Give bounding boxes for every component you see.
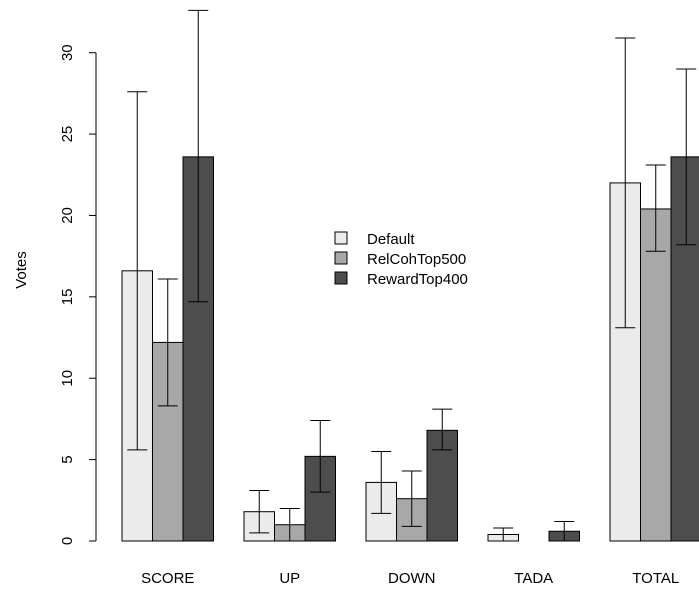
y-axis: 0 5 10 15 20 25 30	[59, 44, 97, 545]
category-label-tada: TADA	[514, 570, 553, 587]
y-tick-label: 15	[59, 289, 76, 306]
category-label-down: DOWN	[388, 570, 436, 587]
legend-swatch-relcohtop500	[334, 251, 348, 265]
y-ticks: 0 5 10 15 20 25 30	[59, 44, 96, 545]
y-axis-title: Votes	[13, 251, 30, 289]
legend: Default RelCohTop500 RewardTop400	[334, 231, 468, 288]
bar-total-rewardtop400	[670, 156, 699, 542]
y-tick-label: 0	[59, 537, 76, 545]
y-tick-label: 5	[59, 455, 76, 463]
y-tick-label: 30	[59, 44, 76, 61]
legend-swatch-rewardtop400	[334, 271, 348, 285]
y-tick-label: 10	[59, 370, 76, 387]
y-tick-label: 25	[59, 126, 76, 143]
legend-label-relcohtop500: RelCohTop500	[367, 251, 466, 268]
bar-total-relcohtop500	[640, 208, 672, 542]
y-tick-label: 20	[59, 207, 76, 224]
category-label-score: SCORE	[141, 570, 194, 587]
category-label-total: TOTAL	[632, 570, 679, 587]
legend-swatch-default	[334, 231, 348, 245]
bars	[121, 156, 699, 542]
legend-label-default: Default	[367, 231, 415, 248]
legend-label-rewardtop400: RewardTop400	[367, 271, 468, 288]
category-label-up: UP	[279, 570, 300, 587]
category-labels: SCORE UP DOWN TADA TOTAL	[141, 570, 679, 587]
error-bars	[127, 9, 697, 542]
